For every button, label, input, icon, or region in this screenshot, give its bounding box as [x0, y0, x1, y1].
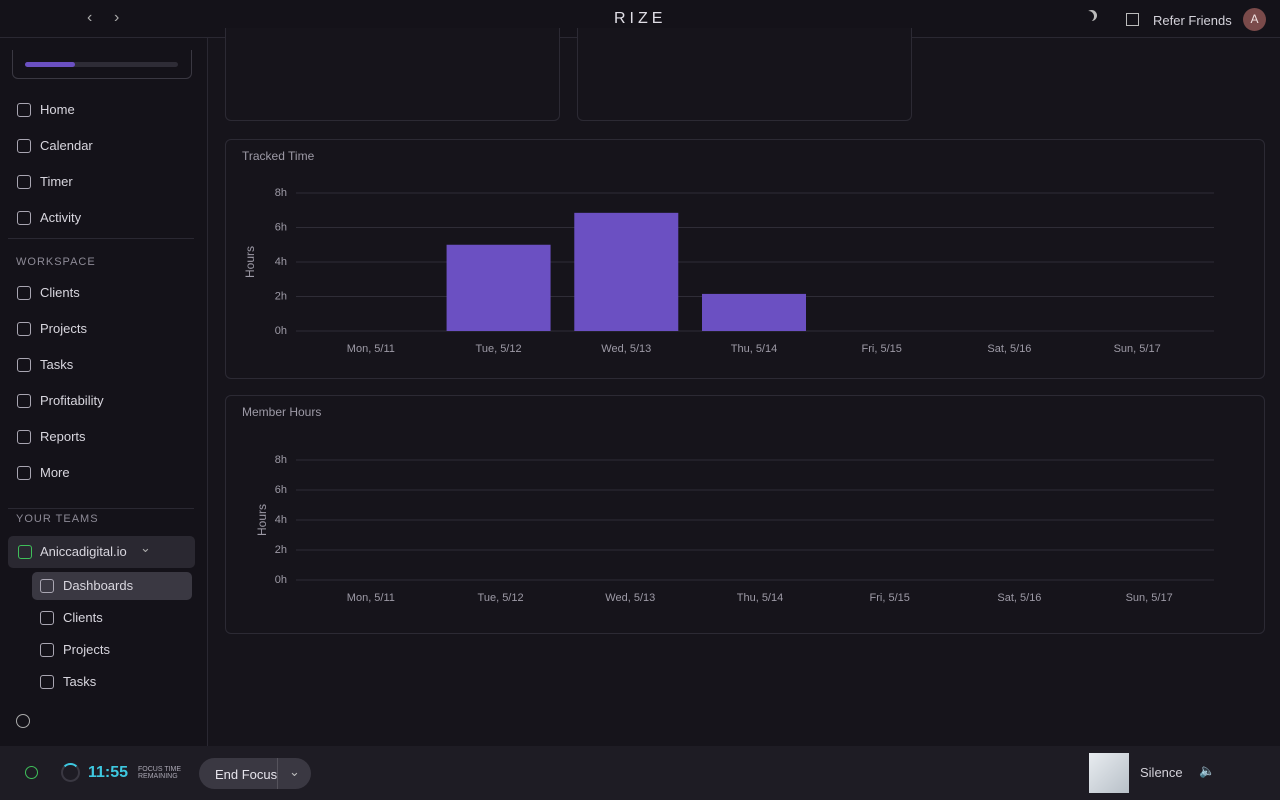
x-tick-label: Tue, 5/12	[478, 592, 524, 604]
nav-icon	[17, 358, 31, 372]
nav-icon	[40, 611, 54, 625]
x-tick-label: Fri, 5/15	[862, 343, 902, 355]
x-tick-label: Thu, 5/14	[731, 343, 777, 355]
team-icon	[18, 545, 32, 559]
back-button[interactable]: ‹	[87, 9, 93, 26]
y-tick-label: 4h	[275, 514, 287, 526]
nav-icon	[17, 211, 31, 225]
nav-item[interactable]: Reports	[40, 429, 86, 444]
x-tick-label: Fri, 5/15	[870, 592, 910, 604]
nav-item[interactable]: Home	[40, 102, 75, 117]
x-tick-label: Mon, 5/11	[347, 592, 395, 604]
x-tick-label: Thu, 5/14	[737, 592, 783, 604]
focus-label-line: REMAINING	[138, 773, 178, 780]
x-tick-label: Tue, 5/12	[476, 343, 522, 355]
refer-friends[interactable]: Refer Friends	[1153, 13, 1232, 28]
sidebar: Home Calendar Timer Activity WORKSPACE Client…	[0, 38, 208, 746]
y-axis-label: Hours	[255, 504, 269, 536]
bar	[702, 293, 806, 331]
nav-icon	[17, 466, 31, 480]
nav-item[interactable]: Dashboards	[63, 578, 134, 593]
end-focus-group: End Focus ⌄	[199, 758, 311, 789]
nav-icon	[40, 675, 54, 689]
x-tick-label: Sun, 5/17	[1114, 343, 1161, 355]
card	[577, 28, 912, 121]
volume-button[interactable]: 🔈	[1199, 763, 1216, 778]
y-tick-label: 0h	[275, 325, 287, 337]
chart: Tracked Time Hours 0h 2h 4h 6h 8h Mon, 5/11 Tue,…	[242, 149, 1214, 355]
x-tick-label: Wed, 5/13	[601, 343, 651, 355]
timer-ring	[61, 763, 80, 782]
x-tick-label: Sun, 5/17	[1126, 592, 1173, 604]
active-item	[32, 572, 192, 600]
y-tick-label: 8h	[275, 187, 287, 199]
team-caret: ⌄	[140, 540, 151, 555]
end-focus-button[interactable]: End Focus	[215, 767, 278, 782]
y-tick-label: 2h	[275, 544, 287, 556]
y-tick-label: 2h	[275, 290, 287, 302]
x-tick-label: Sat, 5/16	[997, 592, 1041, 604]
section-heading: WORKSPACE	[16, 256, 96, 268]
x-tick-label: Sat, 5/16	[987, 343, 1031, 355]
chart-title: Member Hours	[242, 405, 321, 419]
bar	[574, 212, 679, 331]
focus-bar: 11:55 FOCUS TIME REMAINING End Focus ⌄ S…	[0, 746, 1280, 800]
nav-icon	[17, 286, 31, 300]
team-name[interactable]: Aniccadigital.io	[40, 544, 127, 559]
theme-toggle[interactable]	[1083, 11, 1094, 22]
team-row[interactable]	[8, 536, 195, 568]
nav-icon	[17, 139, 31, 153]
nav-icon	[40, 643, 54, 657]
y-tick-label: 0h	[275, 574, 287, 586]
nav-item[interactable]: More	[40, 465, 70, 480]
forward-button[interactable]: ›	[114, 9, 120, 26]
sound-thumbnail	[1089, 753, 1129, 793]
progress-card	[12, 50, 192, 79]
time-remaining: 11:55	[88, 764, 129, 781]
nav-item[interactable]: Projects	[40, 321, 87, 336]
logo: RIZE	[614, 10, 667, 27]
y-tick-label: 8h	[275, 454, 287, 466]
nav-icon	[40, 579, 54, 593]
nav-item[interactable]: Tasks	[63, 674, 97, 689]
help-icon[interactable]	[16, 714, 30, 728]
card	[225, 28, 560, 121]
focus-label: FOCUS TIME REMAINING	[138, 766, 181, 780]
chart-card: Tracked Time Hours 0h 2h 4h 6h 8h Mon, 5/11 Tue,…	[225, 139, 1265, 379]
nav-icon	[17, 322, 31, 336]
nav-item[interactable]: Clients	[40, 285, 80, 300]
nav-item[interactable]: Calendar	[40, 138, 93, 153]
chart-title: Tracked Time	[242, 149, 315, 163]
nav-item[interactable]: Activity	[40, 210, 82, 225]
nav-icon	[17, 103, 31, 117]
focus-label-line: FOCUS TIME	[138, 766, 182, 773]
avatar[interactable]: A	[1243, 8, 1266, 31]
chart-card: Member Hours Hours 0h 2h 4h 6h 8h Mon, 5/11 Tue,…	[225, 395, 1265, 634]
nav-icon	[17, 430, 31, 444]
power-icon[interactable]	[25, 766, 38, 779]
nav-item[interactable]: Projects	[63, 642, 110, 657]
progress-bar	[25, 62, 75, 67]
y-axis-label: Hours	[243, 246, 257, 278]
nav-icon	[17, 394, 31, 408]
nav-item[interactable]: Clients	[63, 610, 103, 625]
y-tick-label: 6h	[275, 221, 287, 233]
nav-item[interactable]: Profitability	[40, 393, 104, 408]
dropdown-button[interactable]: ⌄	[289, 764, 300, 779]
y-tick-label: 6h	[275, 484, 287, 496]
sound-name: Silence	[1140, 765, 1183, 780]
x-tick-label: Wed, 5/13	[605, 592, 655, 604]
y-tick-label: 4h	[275, 256, 287, 268]
x-tick-label: Mon, 5/11	[347, 343, 395, 355]
section-heading: YOUR TEAMS	[16, 513, 99, 525]
gift-icon	[1126, 13, 1139, 26]
nav-item[interactable]: Timer	[40, 174, 73, 189]
nav-item[interactable]: Tasks	[40, 357, 74, 372]
bar	[446, 244, 551, 331]
chart: Member Hours Hours 0h 2h 4h 6h 8h Mon, 5/11 Tue,…	[242, 405, 1214, 604]
nav-icon	[17, 175, 31, 189]
